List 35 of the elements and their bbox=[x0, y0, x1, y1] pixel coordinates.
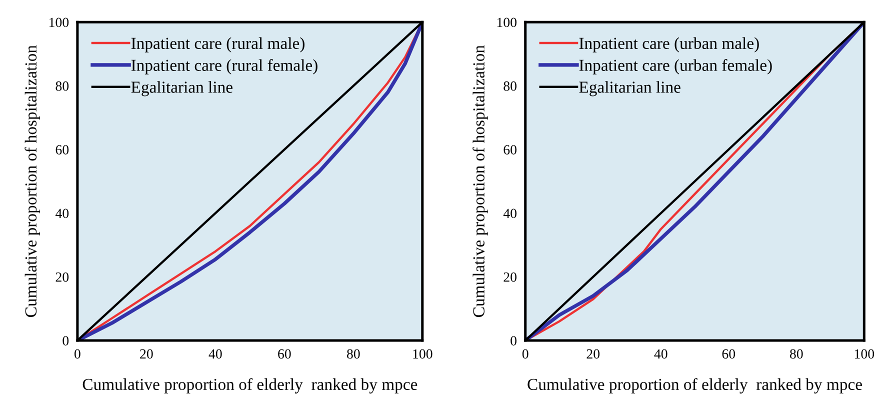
legend-label: Egalitarian line bbox=[579, 81, 680, 96]
y-tick-label: 0 bbox=[510, 336, 516, 346]
y-tick-label: 0 bbox=[62, 336, 69, 346]
x-tick-label: 80 bbox=[790, 349, 803, 359]
x-axis-title: Cumulative proportion of elderly ranked by mpce bbox=[82, 378, 418, 394]
y-tick-label: 80 bbox=[504, 81, 516, 91]
y-tick-label: 20 bbox=[56, 272, 69, 282]
y-tick-label: 60 bbox=[504, 145, 516, 154]
y-axis-title: Cumulative proportion of hospitalization bbox=[24, 45, 40, 317]
legend-label: Inpatient care (urban male) bbox=[579, 37, 759, 52]
y-tick-label: 60 bbox=[56, 145, 69, 154]
y-tick-label: 20 bbox=[504, 272, 516, 282]
x-tick-label: 60 bbox=[722, 349, 736, 359]
x-tick-label: 20 bbox=[586, 349, 600, 359]
y-tick-label: 100 bbox=[49, 18, 69, 28]
x-tick-label: 0 bbox=[522, 349, 528, 359]
x-tick-label: 100 bbox=[413, 349, 432, 359]
x-tick-label: 60 bbox=[278, 349, 291, 359]
x-tick-label: 100 bbox=[854, 349, 874, 359]
y-tick-label: 40 bbox=[503, 208, 516, 218]
legend-label: Inpatient care (urban female) bbox=[579, 59, 772, 74]
x-tick-label: 40 bbox=[654, 349, 668, 359]
x-tick-label: 20 bbox=[140, 349, 153, 359]
y-tick-label: 40 bbox=[55, 208, 69, 218]
x-tick-label: 80 bbox=[346, 349, 360, 359]
legend-label: Inpatient care (rural female) bbox=[131, 59, 318, 74]
y-tick-label: 80 bbox=[56, 81, 69, 91]
y-axis-title: Cumulative proportion of hospitalization bbox=[472, 45, 488, 317]
line-series bbox=[525, 22, 864, 341]
x-tick-label: 40 bbox=[208, 349, 222, 359]
x-axis-title: Cumulative proportion of elderly ranked by mpce bbox=[528, 378, 862, 394]
legend-label: Inpatient care (rural male) bbox=[131, 37, 304, 52]
legend-label: Egalitarian line bbox=[131, 81, 232, 96]
y-tick-label: 100 bbox=[497, 18, 516, 28]
x-tick-label: 0 bbox=[74, 349, 80, 359]
